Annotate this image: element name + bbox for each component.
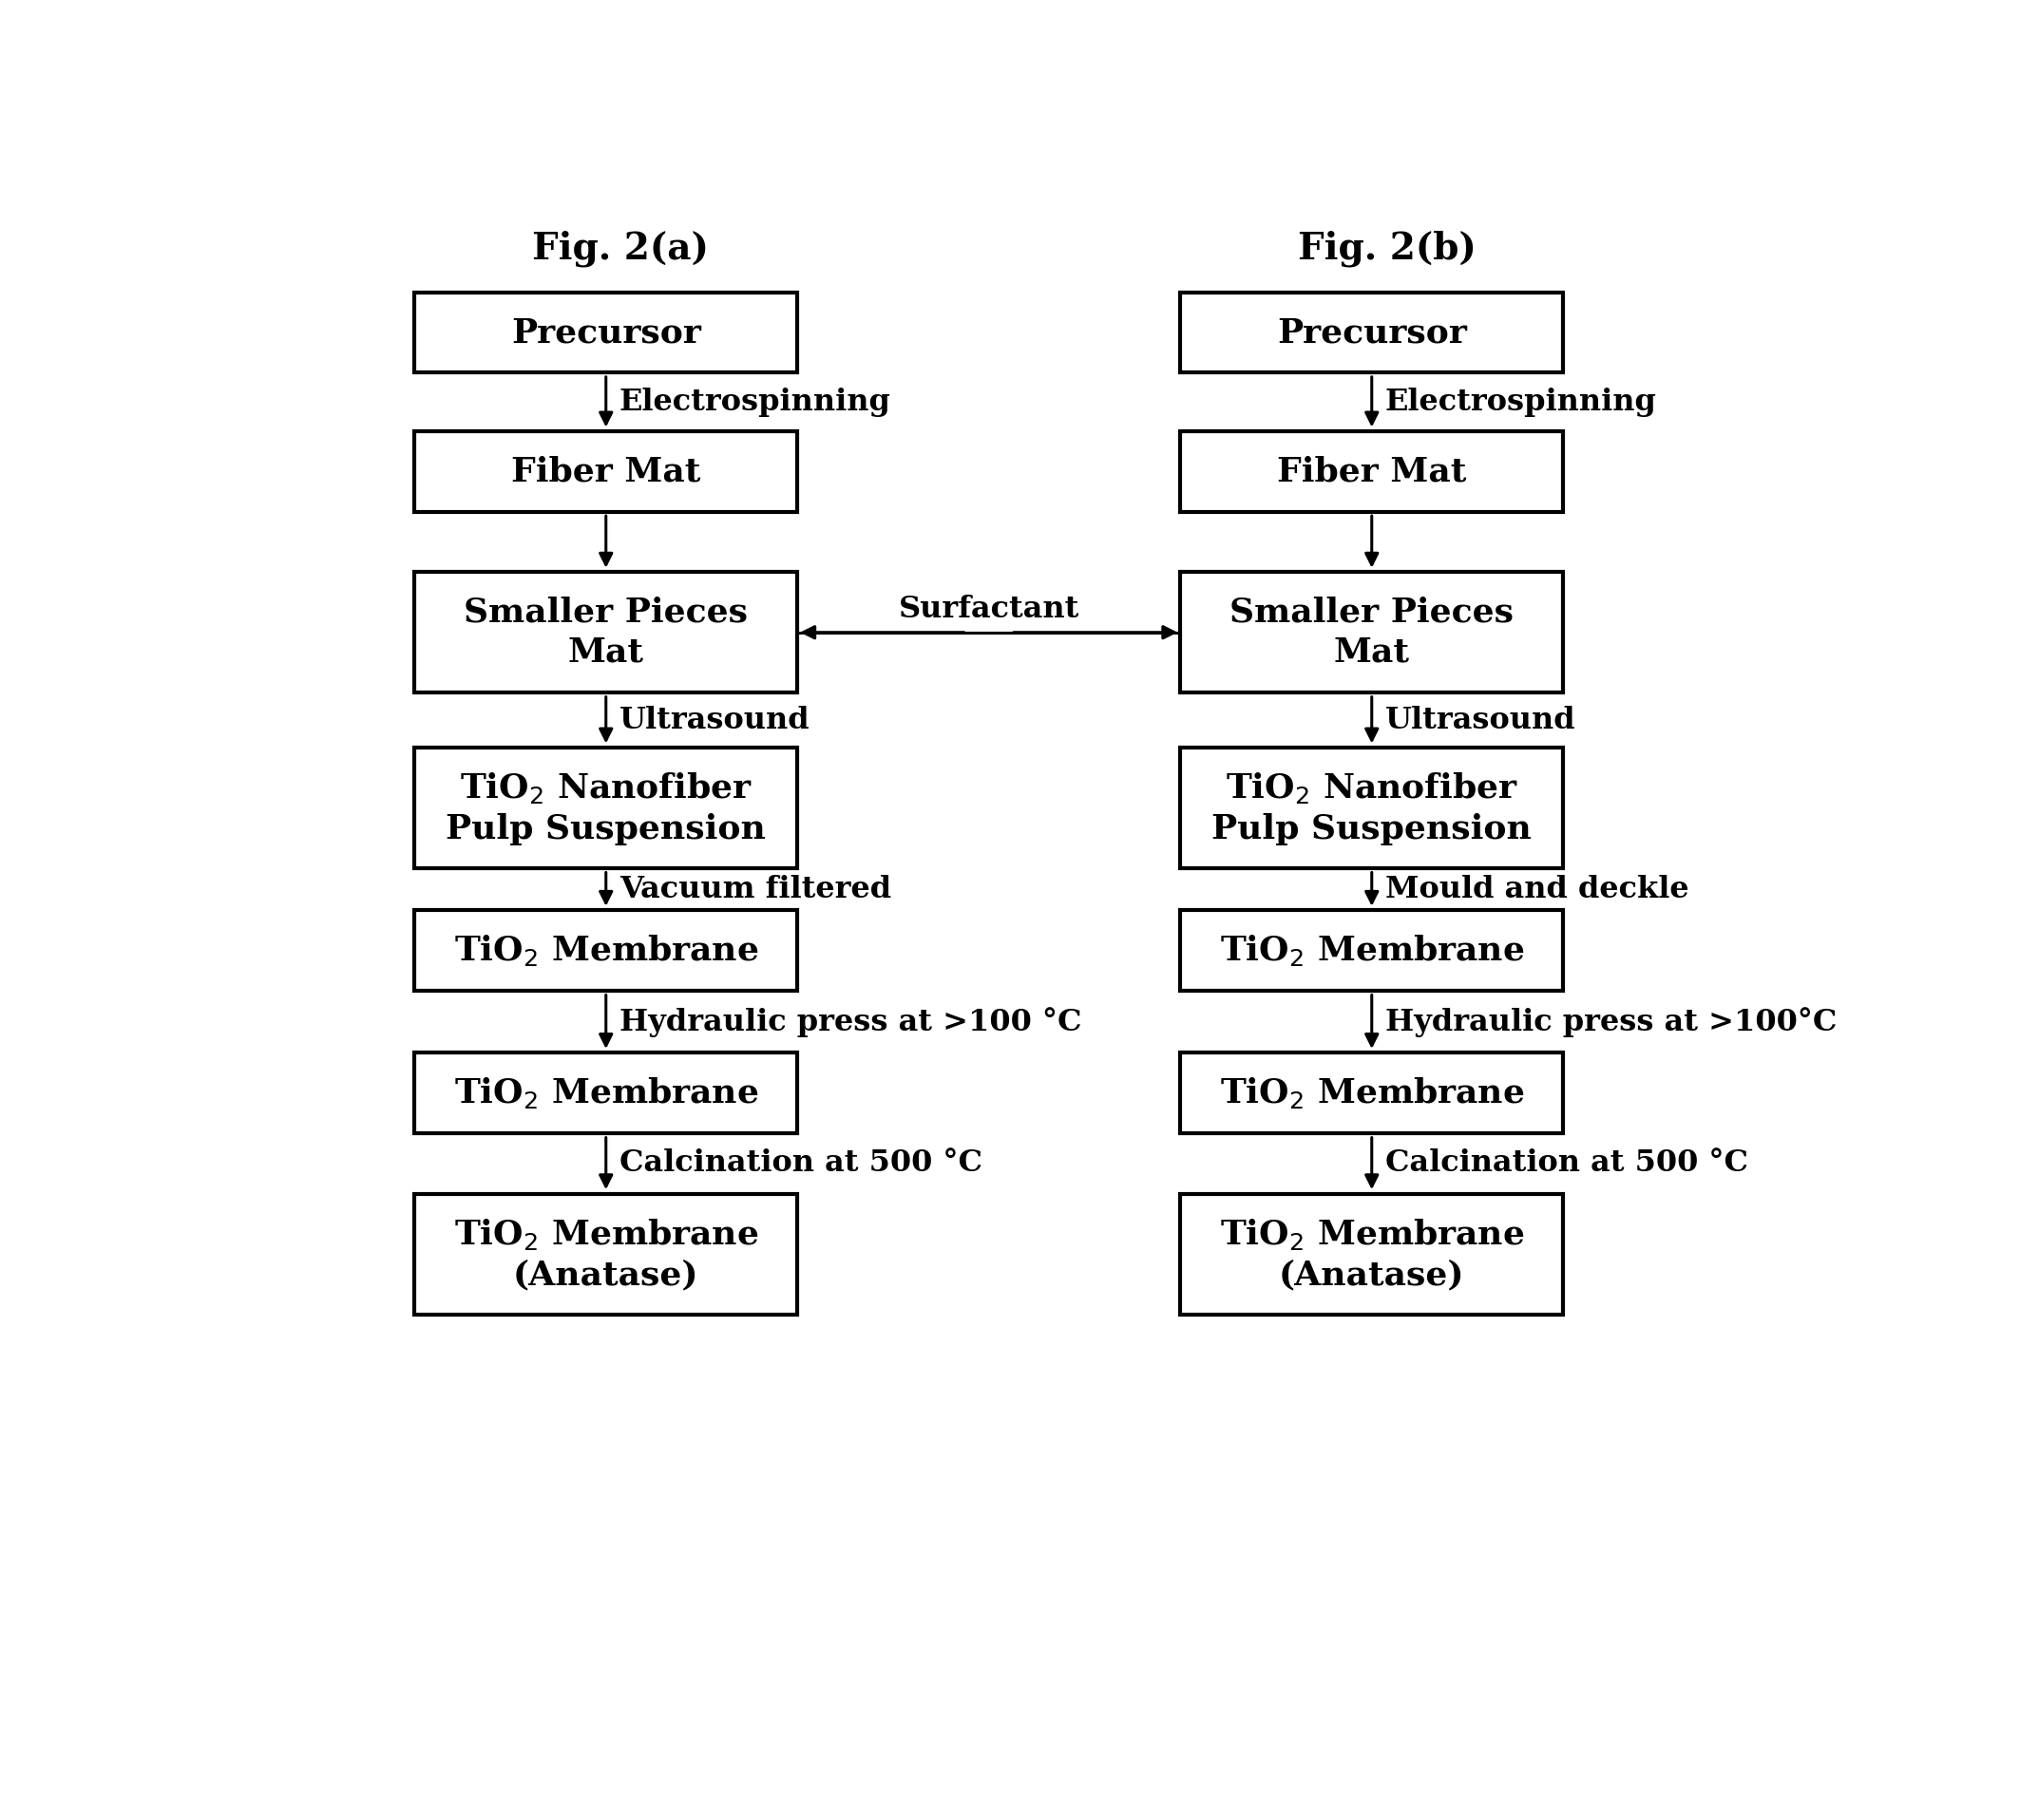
Text: TiO$_2$ Membrane: TiO$_2$ Membrane (1220, 1076, 1523, 1110)
Text: TiO$_2$ Membrane: TiO$_2$ Membrane (454, 1076, 758, 1110)
Text: Vacuum filtered: Vacuum filtered (620, 875, 891, 905)
FancyBboxPatch shape (414, 1194, 798, 1314)
FancyBboxPatch shape (1180, 293, 1563, 373)
FancyBboxPatch shape (414, 910, 798, 990)
Text: TiO$_2$ Membrane: TiO$_2$ Membrane (454, 934, 758, 968)
Text: Surfactant: Surfactant (899, 593, 1079, 624)
Text: Smaller Pieces
Mat: Smaller Pieces Mat (1230, 597, 1513, 668)
FancyBboxPatch shape (1180, 748, 1563, 868)
FancyBboxPatch shape (1180, 431, 1563, 511)
Text: Calcination at 500 °C: Calcination at 500 °C (1386, 1148, 1747, 1178)
Text: Electrospinning: Electrospinning (620, 388, 891, 417)
Text: Precursor: Precursor (511, 317, 701, 349)
Text: TiO$_2$ Membrane
(Anatase): TiO$_2$ Membrane (Anatase) (1220, 1216, 1523, 1292)
Text: Fig. 2(b): Fig. 2(b) (1299, 229, 1477, 268)
FancyBboxPatch shape (1180, 1054, 1563, 1134)
Text: TiO$_2$ Membrane: TiO$_2$ Membrane (1220, 934, 1523, 968)
Text: Hydraulic press at >100 °C: Hydraulic press at >100 °C (620, 1006, 1081, 1037)
FancyBboxPatch shape (414, 748, 798, 868)
Text: Fiber Mat: Fiber Mat (1277, 455, 1467, 488)
Text: Fiber Mat: Fiber Mat (511, 455, 701, 488)
Text: Mould and deckle: Mould and deckle (1386, 875, 1689, 905)
FancyBboxPatch shape (414, 1054, 798, 1134)
Text: Smaller Pieces
Mat: Smaller Pieces Mat (465, 597, 747, 668)
Text: Hydraulic press at >100°C: Hydraulic press at >100°C (1386, 1006, 1836, 1037)
FancyBboxPatch shape (1180, 1194, 1563, 1314)
Text: Fig. 2(a): Fig. 2(a) (533, 229, 709, 268)
Text: Ultrasound: Ultrasound (1386, 706, 1576, 735)
FancyBboxPatch shape (414, 293, 798, 373)
FancyBboxPatch shape (414, 431, 798, 511)
FancyBboxPatch shape (1180, 571, 1563, 693)
Text: Precursor: Precursor (1277, 317, 1467, 349)
Text: TiO$_2$ Nanofiber
Pulp Suspension: TiO$_2$ Nanofiber Pulp Suspension (446, 770, 766, 846)
Text: TiO$_2$ Nanofiber
Pulp Suspension: TiO$_2$ Nanofiber Pulp Suspension (1212, 770, 1531, 846)
FancyBboxPatch shape (414, 571, 798, 693)
Text: TiO$_2$ Membrane
(Anatase): TiO$_2$ Membrane (Anatase) (454, 1216, 758, 1292)
FancyBboxPatch shape (1180, 910, 1563, 990)
Text: Ultrasound: Ultrasound (620, 706, 810, 735)
Text: Calcination at 500 °C: Calcination at 500 °C (620, 1148, 982, 1178)
Text: Electrospinning: Electrospinning (1386, 388, 1656, 417)
